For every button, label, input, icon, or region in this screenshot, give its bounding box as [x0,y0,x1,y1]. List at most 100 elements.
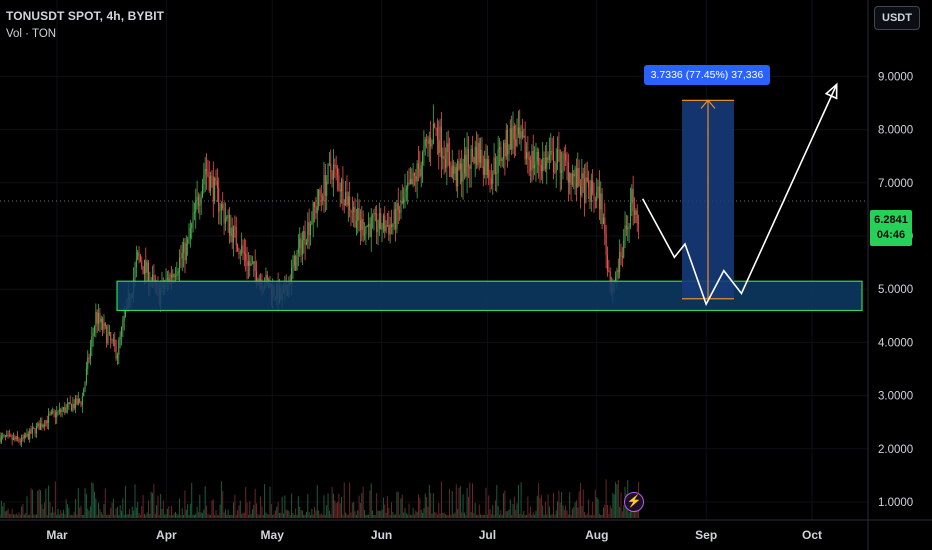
candle-body [233,225,235,243]
volume-bar [434,512,436,518]
candle-body [300,238,302,256]
candle-body [396,203,398,229]
volume-bar [384,504,386,518]
candle-body [477,142,479,166]
candle-body [40,423,41,430]
candle-body [246,260,248,267]
candle-body [219,209,221,212]
volume-bar [61,513,63,518]
symbol-title: TONUSDT SPOT, 4h, BYBIT [6,9,165,23]
candle-body [215,177,217,181]
candle-body [94,326,95,333]
candle-body [616,270,618,278]
candle-body [389,224,391,235]
candle-body [222,204,224,208]
candle-body [250,263,252,266]
lightning-icon[interactable]: ⚡ [624,492,644,512]
candle-body [172,274,174,278]
volume-bar [161,508,163,518]
volume-bar [115,508,117,518]
volume-bar [160,493,162,518]
volume-bar [492,505,494,518]
volume-bar [332,493,334,518]
candle-body [512,126,514,150]
candle-body [48,413,50,424]
volume-bar [593,514,595,518]
candle-body [504,142,506,157]
time-tick-label: May [261,528,285,542]
candle-body [600,193,602,210]
candle-body [555,163,557,173]
candle-body [609,272,611,288]
candle-body [381,229,383,230]
candle-body [191,223,193,229]
candle-body [463,154,465,174]
volume-bar [276,506,278,518]
volume-bar [230,514,232,518]
volume-bar [585,514,587,518]
candle-body [461,163,463,182]
candle-body [183,242,185,253]
candle-body [509,128,511,150]
candle-body [343,203,345,206]
volume-bar [168,506,170,518]
price-tick-label: 4.0000 [878,337,913,349]
volume-bar [474,502,476,518]
candle-body [141,261,143,267]
volume-bar [100,512,102,518]
volume-bar [505,511,507,518]
volume-bar [601,515,603,518]
volume-bar [609,505,611,518]
candle-body [107,334,109,344]
volume-bar [532,512,534,518]
volume-bar [277,502,279,518]
candle-body [341,179,343,192]
volume-bar [304,514,306,518]
volume-bar [218,514,220,518]
volume-bar [226,514,228,518]
candle-body [0,437,1,443]
volume-bar [152,492,154,518]
volume-bar [559,502,561,518]
volume-bar [385,512,387,518]
volume-bar [56,514,58,518]
candle-body [326,181,328,196]
price-tick-label: 1.0000 [878,497,913,509]
volume-bar [256,503,257,518]
candle-body [397,203,399,211]
volume-bar [517,484,519,518]
candle-body [324,175,326,196]
candle-body [223,207,225,224]
volume-bar [577,507,579,518]
volume-bar [175,511,176,518]
volume-bar [600,514,602,518]
candle-body [17,436,19,439]
volume-bar [265,512,267,518]
volume-bar [19,514,21,518]
volume-bar [501,514,503,518]
candle-body [485,158,487,175]
candle-body [143,260,145,275]
volume-bar [18,512,20,518]
candle-body [359,220,361,230]
volume-bar [447,515,449,518]
volume-bar [283,513,284,518]
candle-body [328,163,330,165]
candle-body [400,201,402,213]
candle-body [77,399,79,405]
candle-body [405,188,407,192]
volume-bar [48,485,50,518]
currency-button[interactable]: USDT [874,6,920,30]
candle-body [88,357,90,359]
candle-body [466,148,468,177]
candle-body [212,176,214,202]
candle-body [443,156,445,160]
candle-body [625,225,627,230]
candle-body [515,139,517,147]
volume-bar [558,490,560,518]
candle-body [347,196,349,206]
candle-body [492,174,494,184]
volume-bar [214,514,216,518]
candle-body [577,167,579,188]
